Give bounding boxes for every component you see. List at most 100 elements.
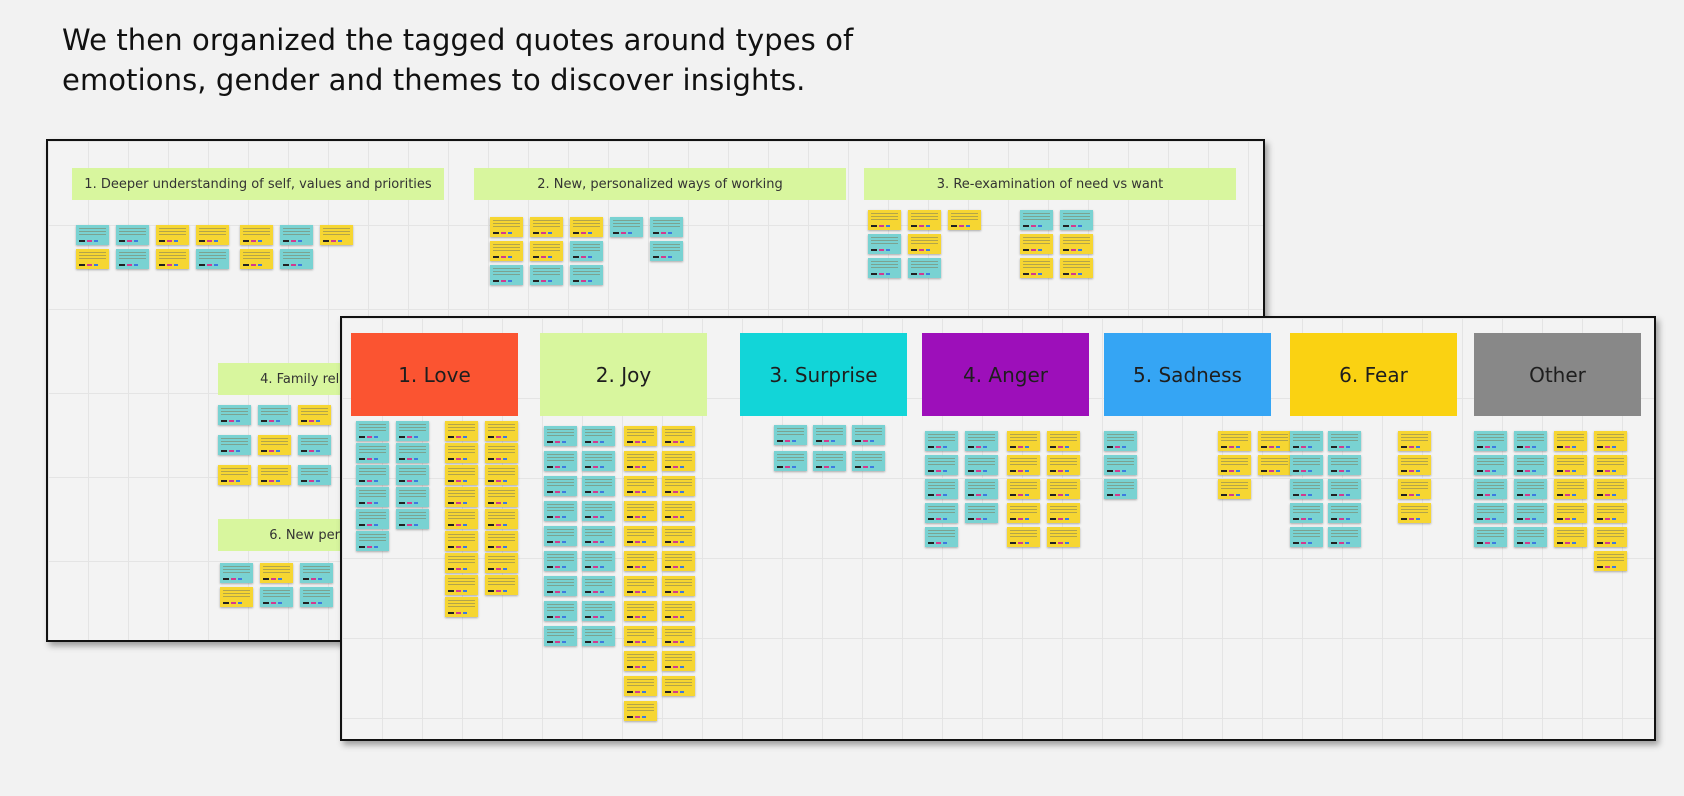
sticky-note (1474, 503, 1507, 523)
sticky-note (570, 217, 603, 237)
sticky-note (280, 249, 313, 269)
sticky-note (813, 425, 846, 445)
sticky-note (356, 509, 389, 529)
emotion-header-sadness: 5. Sadness (1104, 333, 1271, 416)
sticky-note (240, 225, 273, 245)
sticky-note (570, 265, 603, 285)
sticky-note (965, 479, 998, 499)
sticky-note (1594, 455, 1627, 475)
sticky-note (530, 217, 563, 237)
sticky-note (908, 210, 941, 230)
sticky-note (662, 426, 695, 446)
headline-line-1: We then organized the tagged quotes arou… (62, 23, 854, 57)
sticky-note (1328, 479, 1361, 499)
sticky-note (1328, 527, 1361, 547)
sticky-note (260, 587, 293, 607)
sticky-note (1554, 431, 1587, 451)
sticky-note (925, 527, 958, 547)
sticky-note (1104, 431, 1137, 451)
sticky-note (852, 451, 885, 471)
sticky-note (908, 234, 941, 254)
emotion-header-joy: 2. Joy (540, 333, 707, 416)
sticky-note (356, 487, 389, 507)
sticky-note (1474, 455, 1507, 475)
sticky-note (868, 210, 901, 230)
sticky-note (445, 443, 478, 463)
sticky-note (485, 487, 518, 507)
sticky-note (544, 551, 577, 571)
sticky-note (490, 265, 523, 285)
sticky-note (650, 217, 683, 237)
sticky-note (1258, 431, 1291, 451)
headline-line-2: emotions, gender and themes to discover … (62, 63, 806, 97)
sticky-note (662, 451, 695, 471)
sticky-note (1047, 431, 1080, 451)
sticky-note (485, 443, 518, 463)
sticky-note (948, 210, 981, 230)
sticky-note (196, 225, 229, 245)
sticky-note (1594, 527, 1627, 547)
sticky-note (1290, 455, 1323, 475)
sticky-note (76, 249, 109, 269)
sticky-note (485, 465, 518, 485)
sticky-note (1328, 455, 1361, 475)
sticky-note (624, 576, 657, 596)
headline: We then organized the tagged quotes arou… (62, 20, 862, 100)
sticky-note (582, 451, 615, 471)
sticky-note (300, 587, 333, 607)
sticky-note (485, 553, 518, 573)
sticky-note (445, 509, 478, 529)
sticky-note (868, 234, 901, 254)
sticky-note (544, 501, 577, 521)
sticky-note (1060, 210, 1093, 230)
sticky-note (485, 509, 518, 529)
sticky-note (624, 451, 657, 471)
sticky-note (396, 421, 429, 441)
sticky-note (1218, 455, 1251, 475)
sticky-note (1398, 503, 1431, 523)
sticky-note (1474, 431, 1507, 451)
sticky-note (965, 503, 998, 523)
sticky-note (1594, 431, 1627, 451)
sticky-note (1554, 479, 1587, 499)
sticky-note (1514, 431, 1547, 451)
sticky-note (925, 503, 958, 523)
sticky-note (1060, 234, 1093, 254)
sticky-note (356, 465, 389, 485)
sticky-note (544, 601, 577, 621)
sticky-note (774, 451, 807, 471)
sticky-note (582, 501, 615, 521)
sticky-note (582, 476, 615, 496)
sticky-note (1554, 455, 1587, 475)
sticky-note (218, 405, 251, 425)
emotions-board: 1. Love 2. Joy 3. Surprise 4. Anger 5. S… (340, 316, 1656, 741)
sticky-note (396, 465, 429, 485)
sticky-note (662, 626, 695, 646)
sticky-note (260, 563, 293, 583)
sticky-note (624, 476, 657, 496)
sticky-note (1554, 527, 1587, 547)
sticky-note (116, 225, 149, 245)
sticky-note (582, 426, 615, 446)
sticky-note (445, 553, 478, 573)
sticky-note (662, 651, 695, 671)
sticky-note (544, 626, 577, 646)
sticky-note (76, 225, 109, 245)
sticky-note (1328, 431, 1361, 451)
sticky-note (650, 241, 683, 261)
sticky-note (1007, 479, 1040, 499)
sticky-note (544, 451, 577, 471)
sticky-note (320, 225, 353, 245)
sticky-note (908, 258, 941, 278)
sticky-note (1020, 234, 1053, 254)
sticky-note (485, 421, 518, 441)
sticky-note (925, 455, 958, 475)
sticky-note (1514, 455, 1547, 475)
sticky-note (300, 563, 333, 583)
sticky-note (1218, 431, 1251, 451)
sticky-note (1258, 455, 1291, 475)
sticky-note (624, 501, 657, 521)
theme-header-1: 1. Deeper understanding of self, values … (72, 168, 444, 200)
emotion-header-fear: 6. Fear (1290, 333, 1457, 416)
sticky-note (582, 601, 615, 621)
